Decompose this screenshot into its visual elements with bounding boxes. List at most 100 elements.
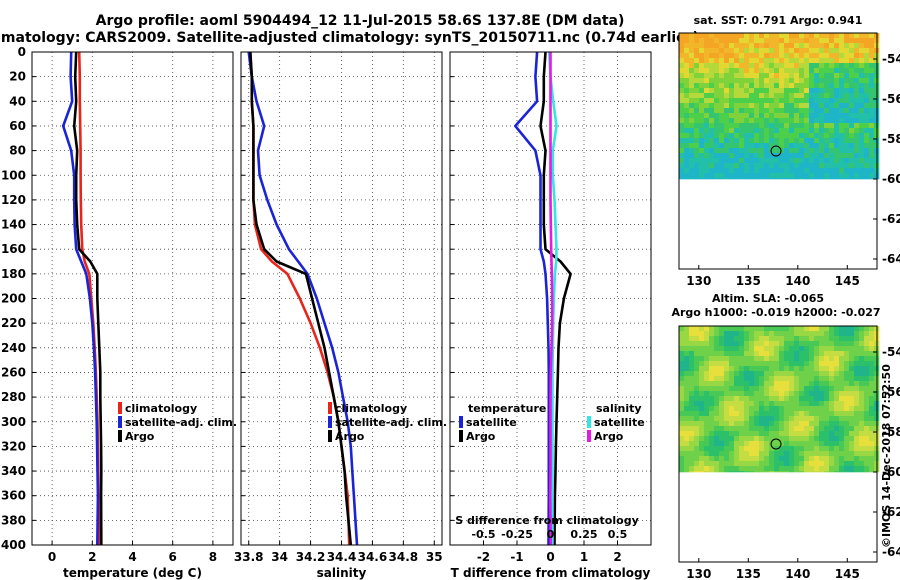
x-tick-label: 33.8 [234, 550, 264, 564]
map-cell [784, 98, 790, 104]
map-cell [759, 143, 765, 149]
y-tick-label: 400 [1, 538, 26, 552]
map-cell [764, 118, 770, 124]
map-cell [844, 38, 850, 44]
map-cell [684, 118, 690, 124]
map-cell [834, 361, 840, 367]
map-cell [844, 336, 850, 342]
map-cell [854, 401, 860, 407]
map-cell [824, 391, 830, 397]
map-cell [834, 441, 840, 447]
map-cell [824, 456, 830, 462]
map-cell [734, 173, 740, 179]
map-cell [719, 98, 725, 104]
map-cell [734, 103, 740, 109]
map-cell [789, 38, 795, 44]
map-cell [764, 401, 770, 407]
map-cell [789, 78, 795, 84]
map-cell [844, 178, 850, 180]
map-cell [754, 376, 760, 382]
map-cell [849, 83, 855, 89]
map-cell [744, 386, 750, 392]
map-cell [679, 88, 685, 94]
map-cell [834, 103, 840, 109]
map-cell [699, 406, 705, 412]
map-cell [724, 456, 730, 462]
map-cell [789, 83, 795, 89]
x-tick-label: 4 [128, 550, 136, 564]
map-cell [699, 93, 705, 99]
map-cell [799, 53, 805, 59]
map-cell [844, 421, 850, 427]
map-cell [824, 431, 830, 437]
map-cell [829, 58, 835, 64]
map-cell [714, 466, 720, 472]
map-cell [849, 118, 855, 124]
map-cell [714, 411, 720, 417]
map-cell [864, 356, 870, 362]
map-cell [689, 148, 695, 154]
map-cell [794, 406, 800, 412]
map-cell [729, 421, 735, 427]
map-cell [699, 113, 705, 119]
map-cell [719, 123, 725, 129]
map-cell [869, 346, 875, 352]
map-cell [819, 411, 825, 417]
map-cell [734, 441, 740, 447]
map-cell [864, 48, 870, 54]
map-cell [814, 456, 820, 462]
map-cell [734, 436, 740, 442]
map-cell [719, 163, 725, 169]
map-cell [749, 406, 755, 412]
map-cell [839, 406, 845, 412]
map-cell [729, 158, 735, 164]
map-cell [729, 138, 735, 144]
map-cell [789, 421, 795, 427]
map-cell [804, 431, 810, 437]
map-cell [684, 73, 690, 79]
map-cell [859, 461, 865, 467]
map-cell [804, 326, 810, 332]
map-cell [684, 133, 690, 139]
map-cell [734, 456, 740, 462]
map-cell [709, 336, 715, 342]
map-cell [779, 88, 785, 94]
map-cell [864, 441, 870, 447]
map-cell [834, 113, 840, 119]
map-cell [774, 113, 780, 119]
map-cell [754, 98, 760, 104]
map-cell [839, 411, 845, 417]
map-cell [704, 471, 710, 473]
map-cell [839, 38, 845, 44]
map-cell [754, 391, 760, 397]
map-cell [799, 93, 805, 99]
map-cell [734, 336, 740, 342]
map-cell [829, 371, 835, 377]
map-cell [849, 43, 855, 49]
map-cell [789, 138, 795, 144]
map-cell [854, 456, 860, 462]
map-cell [789, 93, 795, 99]
map-cell [734, 158, 740, 164]
map-cell [694, 163, 700, 169]
x-tick-label: 1 [580, 550, 588, 564]
map-cell [769, 63, 775, 69]
figure-title-line2: Climatology: CARS2009. Satellite-adjuste… [0, 30, 699, 46]
map-cell [824, 346, 830, 352]
map-cell [689, 128, 695, 134]
map-cell [794, 128, 800, 134]
map-cell [689, 68, 695, 74]
map-cell [774, 58, 780, 64]
map-cell [824, 113, 830, 119]
map-cell [709, 346, 715, 352]
map-y-tick-label: -60 [882, 465, 900, 479]
map-cell [799, 361, 805, 367]
map-cell [799, 426, 805, 432]
map-cell [719, 371, 725, 377]
map-cell [819, 113, 825, 119]
map-cell [699, 401, 705, 407]
map-cell [684, 326, 690, 332]
map-cell [684, 113, 690, 119]
map-cell [694, 331, 700, 337]
